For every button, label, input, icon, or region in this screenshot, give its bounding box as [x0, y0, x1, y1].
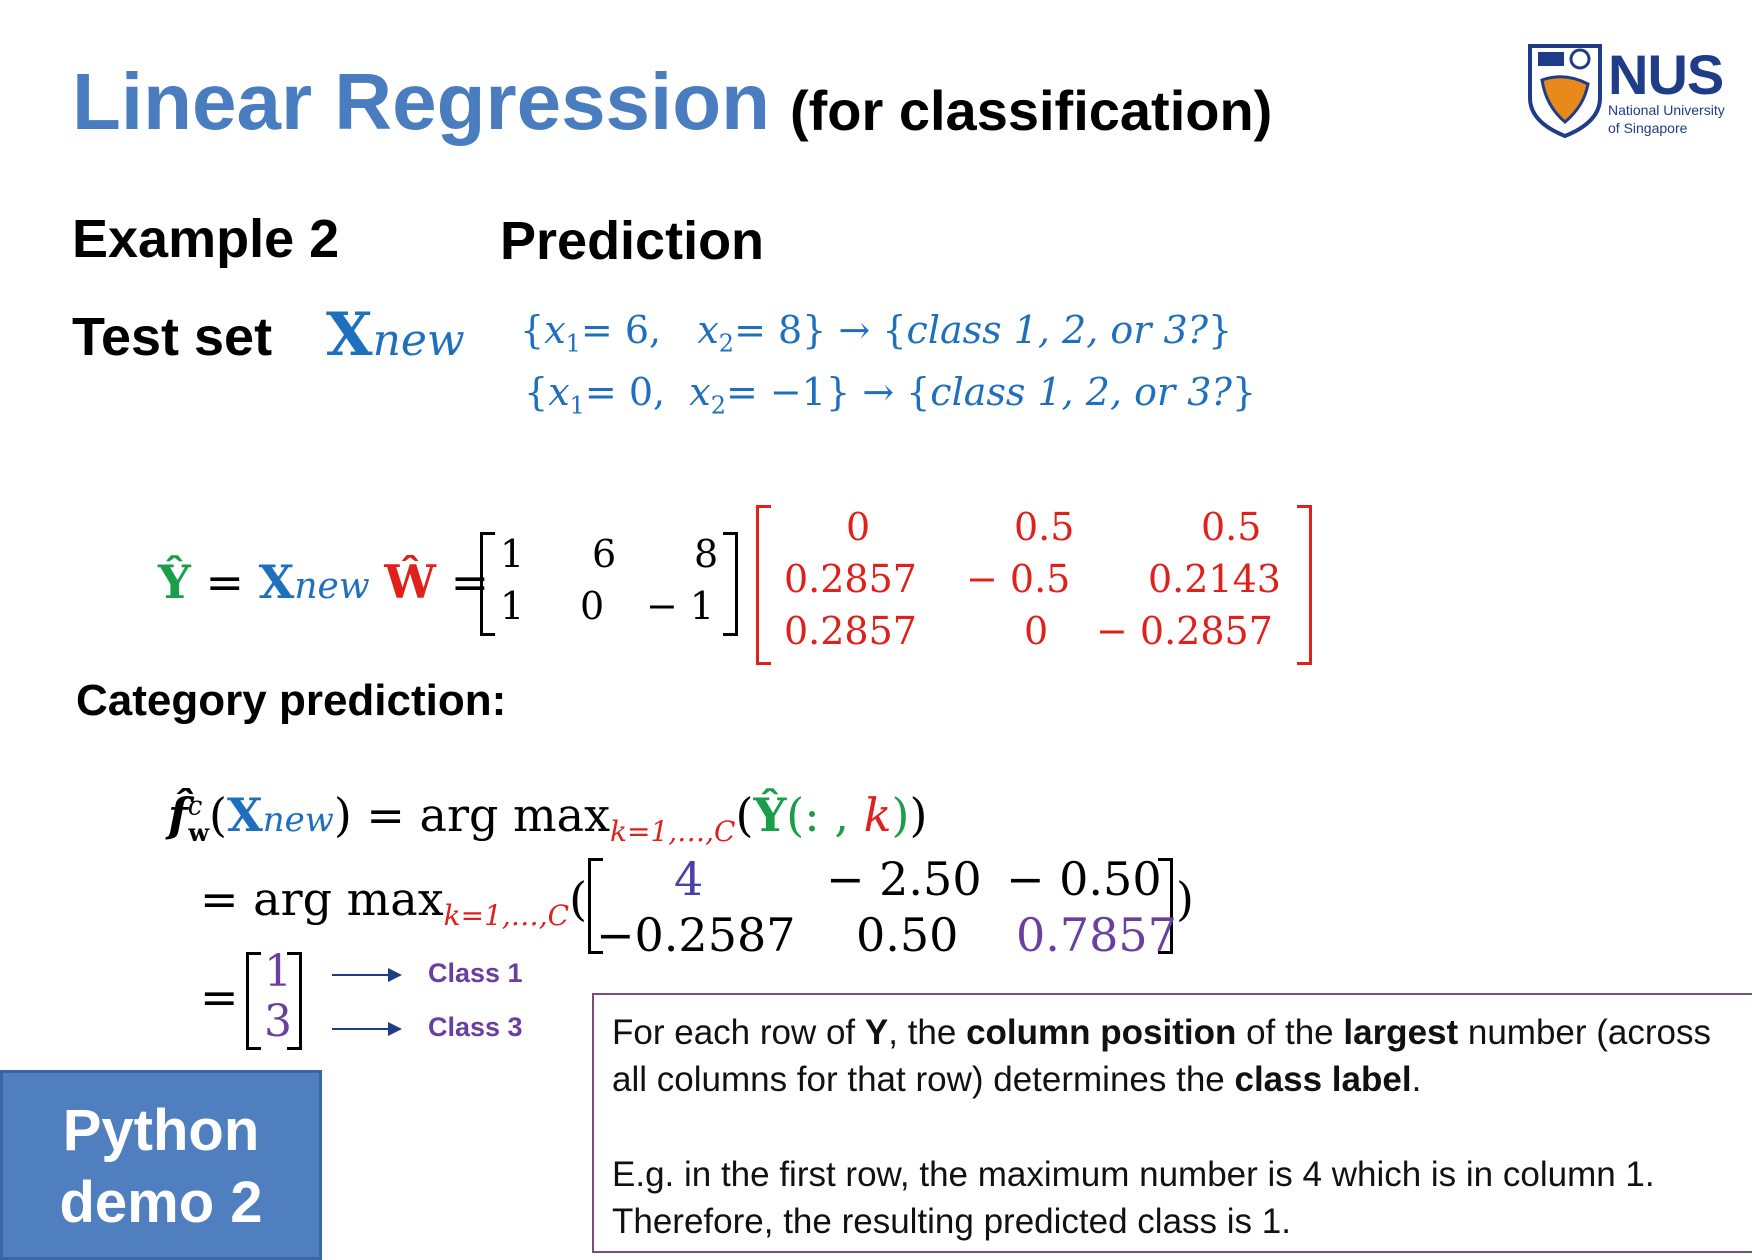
python-demo-button[interactable]: Python demo 2 — [0, 1070, 322, 1260]
matrix-x: 1 6 8 1 0 − 1 — [480, 532, 738, 636]
f-hat-equation: f̂cw(Xnew) = arg maxk=1,…,C(Ŷ(: , k)) — [168, 788, 928, 849]
page-subtitle: (for classification) — [790, 79, 1273, 142]
explanation-paragraph-2: E.g. in the first row, the maximum numbe… — [612, 1155, 1655, 1241]
arrow-right-icon — [332, 974, 392, 976]
explanation-paragraph-1: For each row of Y, the column position o… — [612, 1013, 1712, 1099]
matrix-y: 4 − 2.50 − 0.50 −0.2587 0.50 0.7857 — [588, 852, 1177, 962]
demo-button-line-2: demo 2 — [59, 1170, 263, 1235]
example-heading: Example 2 — [72, 209, 340, 269]
argmax-close-paren: ) — [1176, 872, 1194, 926]
y-hat-equation-lhs: Ŷ = Xnew Ŵ = — [158, 555, 490, 609]
prediction-heading: Prediction — [500, 211, 765, 271]
test-set-heading: Test set — [72, 307, 273, 367]
arrow-head-icon — [388, 1022, 402, 1036]
logo-line-1: National University — [1608, 102, 1725, 118]
argmax-line: = arg maxk=1,…,C( — [200, 872, 588, 933]
arrow-head-icon — [388, 968, 402, 982]
matrix-w: 0 0.5 0.5 0.2857 − 0.5 0.2143 0.2857 0 −… — [756, 505, 1312, 665]
crest-icon — [1528, 44, 1602, 139]
nus-logo: NUS National University of Singapore — [1528, 40, 1728, 140]
explanation-box: For each row of Y, the column position o… — [592, 993, 1752, 1253]
class-label-1: Class 1 — [428, 958, 523, 988]
test-sample-2: {x1= 0, x2= −1} → {class 1, 2, or 3?} — [524, 370, 1256, 420]
result-vector: 1 3 — [246, 946, 302, 1050]
x-new-symbol: Xnew — [326, 300, 465, 370]
logo-line-2: of Singapore — [1608, 120, 1688, 136]
demo-button-line-1: Python — [62, 1098, 260, 1163]
class-label-3: Class 3 — [428, 1012, 523, 1042]
logo-wordmark: NUS — [1608, 43, 1724, 106]
result-equals: = — [200, 970, 239, 1024]
arrow-right-icon — [332, 1028, 392, 1030]
category-prediction-heading: Category prediction: — [76, 676, 507, 725]
page-title: Linear Regression — [72, 57, 771, 146]
test-sample-1: {x1= 6, x2= 8} → {class 1, 2, or 3?} — [520, 308, 1233, 358]
